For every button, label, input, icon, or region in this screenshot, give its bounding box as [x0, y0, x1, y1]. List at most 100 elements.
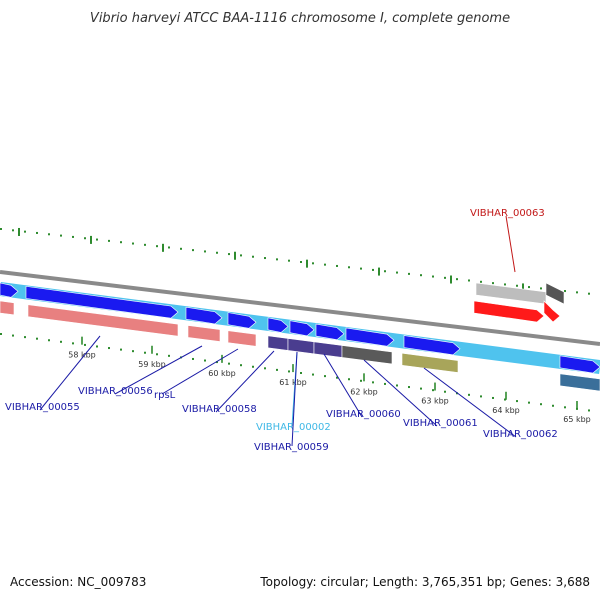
- label-vibhar-00058-leader: [215, 350, 275, 413]
- label-rpsl-leader: [161, 348, 239, 395]
- label-vibhar-00055-leader: [39, 335, 101, 411]
- guide-dot: [552, 404, 554, 407]
- kbp-tick-label: 60 kbp: [208, 369, 236, 378]
- guide-dot: [576, 291, 578, 294]
- guide-major-tick: [234, 251, 236, 260]
- guide-dot: [252, 365, 254, 368]
- forward-gene-8[interactable]: [345, 327, 395, 347]
- label-rpsl[interactable]: rpsL: [154, 390, 176, 401]
- guide-dot: [336, 264, 338, 267]
- steel-blue-feature[interactable]: [559, 373, 600, 392]
- kbp-tick-label: 64 kbp: [492, 406, 520, 415]
- guide-dot: [108, 347, 110, 350]
- guide-dot: [180, 247, 182, 250]
- guide-dot: [84, 237, 86, 240]
- guide-dot: [192, 249, 194, 252]
- guide-dot: [396, 384, 398, 387]
- guide-dot: [276, 258, 278, 261]
- label-vibhar-00061-leader: [363, 359, 438, 427]
- guide-dot: [60, 340, 62, 343]
- backbone-line: [0, 270, 600, 346]
- guide-dot: [144, 243, 146, 246]
- label-vibhar-00062[interactable]: VIBHAR_00062: [483, 429, 558, 440]
- guide-major-tick: [450, 275, 452, 284]
- label-vibhar-00058[interactable]: VIBHAR_00058: [182, 404, 257, 415]
- guide-dot: [468, 393, 470, 396]
- guide-dot: [72, 342, 74, 345]
- guide-dot: [516, 400, 518, 403]
- forward-gene-9[interactable]: [403, 335, 461, 356]
- guide-dot: [132, 242, 134, 245]
- guide-dot: [252, 255, 254, 258]
- guide-dot: [228, 362, 230, 365]
- kbp-tick-label: 63 kbp: [421, 397, 449, 406]
- kbp-tick-label: 58 kbp: [68, 351, 96, 360]
- guide-dot: [120, 241, 122, 244]
- guide-dot: [492, 282, 494, 285]
- guide-dot: [396, 271, 398, 274]
- forward-gene-6[interactable]: [289, 320, 315, 337]
- guide-dot: [480, 280, 482, 283]
- purple-feature-3[interactable]: [313, 341, 343, 358]
- guide-dot: [36, 337, 38, 340]
- guide-major-tick: [18, 227, 20, 236]
- label-vibhar-00060[interactable]: VIBHAR_00060: [326, 409, 401, 420]
- olive-feature[interactable]: [401, 352, 459, 373]
- label-vibhar-00055[interactable]: VIBHAR_00055: [5, 402, 80, 413]
- guide-dot: [432, 389, 434, 392]
- guide-dot: [24, 336, 26, 339]
- pink-feature-4[interactable]: [227, 330, 257, 347]
- guide-dot: [288, 370, 290, 373]
- light-gray-feature[interactable]: [475, 282, 547, 305]
- guide-dot: [432, 275, 434, 278]
- label-vibhar-00059-leader: [291, 351, 298, 447]
- guide-major-tick: [522, 283, 524, 292]
- guide-dot: [492, 396, 494, 399]
- guide-dot: [144, 351, 146, 354]
- gray-feature-1[interactable]: [341, 345, 393, 365]
- guide-dot: [420, 387, 422, 390]
- guide-dot: [456, 278, 458, 281]
- guide-dot: [540, 287, 542, 290]
- guide-dot: [324, 375, 326, 378]
- guide-dot: [564, 290, 566, 293]
- forward-gene-10[interactable]: [559, 355, 600, 374]
- guide-dot: [516, 284, 518, 287]
- label-vibhar-00061[interactable]: VIBHAR_00061: [403, 418, 478, 429]
- label-vibhar-00056[interactable]: VIBHAR_00056: [78, 386, 153, 397]
- forward-gene-3[interactable]: [185, 306, 223, 325]
- guide-dot: [528, 401, 530, 404]
- forward-gene-1[interactable]: [0, 282, 19, 298]
- guide-dot: [204, 359, 206, 362]
- guide-dot: [132, 350, 134, 353]
- forward-gene-5[interactable]: [267, 317, 289, 333]
- guide-dot: [120, 348, 122, 351]
- purple-feature-2[interactable]: [287, 338, 315, 355]
- forward-gene-2[interactable]: [25, 286, 179, 319]
- red-gene[interactable]: [473, 300, 545, 323]
- kbp-tick-label: 62 kbp: [350, 387, 378, 396]
- guide-dot: [240, 254, 242, 257]
- label-vibhar-00063[interactable]: VIBHAR_00063: [470, 208, 545, 219]
- label-vibhar-00059[interactable]: VIBHAR_00059: [254, 442, 329, 453]
- pink-feature-2[interactable]: [27, 304, 179, 337]
- forward-gene-7[interactable]: [315, 323, 345, 341]
- forward-gene-4[interactable]: [227, 312, 257, 329]
- guide-dot: [72, 235, 74, 238]
- guide-dot: [312, 262, 314, 265]
- guide-major-tick: [378, 267, 380, 276]
- dark-gray-feature[interactable]: [545, 282, 565, 305]
- purple-feature-1[interactable]: [267, 335, 289, 351]
- guide-dot: [12, 229, 14, 232]
- kbp-tick-label: 65 kbp: [563, 415, 591, 424]
- pink-feature-3[interactable]: [187, 325, 221, 342]
- guide-dot: [360, 379, 362, 382]
- guide-dot: [312, 373, 314, 376]
- guide-dot: [588, 409, 590, 412]
- guide-dot: [264, 367, 266, 370]
- pink-feature-1[interactable]: [0, 300, 15, 316]
- red-gene-small[interactable]: [543, 300, 561, 323]
- guide-dot: [360, 267, 362, 270]
- guide-dot: [372, 268, 374, 271]
